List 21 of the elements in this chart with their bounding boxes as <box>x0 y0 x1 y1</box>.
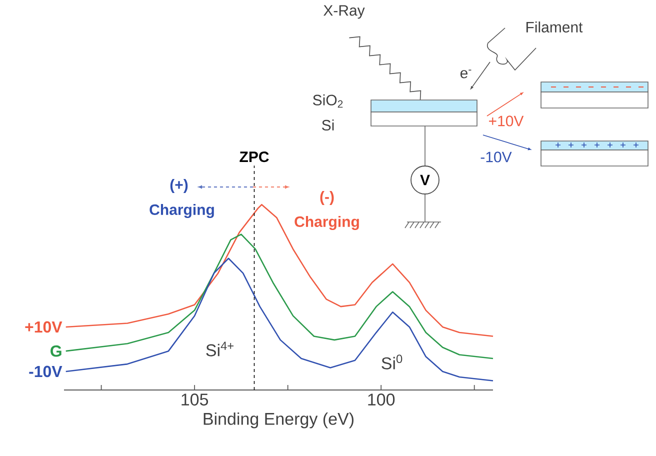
text: -10V <box>480 152 512 162</box>
series-label: G <box>50 345 62 357</box>
annotation: (-) <box>320 191 334 205</box>
text: Si <box>322 119 334 130</box>
x-tick-label: 105 <box>182 394 208 406</box>
text: SiO$_{2}$ <box>313 94 343 108</box>
series-label: -10V <box>29 366 62 378</box>
annotation: Charging <box>294 216 359 230</box>
ref-line-label: ZPC <box>240 152 269 162</box>
text: e$^{-}$ <box>460 70 472 78</box>
text: V <box>420 174 430 186</box>
text: +10V <box>489 116 524 126</box>
annotation: Charging <box>150 204 214 218</box>
text: Filament <box>526 21 583 32</box>
annotation: Si$^{4+}$ <box>206 342 234 356</box>
text: (+) <box>170 179 188 193</box>
annotation: Si$^{0}$ <box>382 354 402 370</box>
x-axis-title: Binding Energy (eV) <box>204 412 354 428</box>
series-label: +10V <box>25 321 62 333</box>
x-tick-label: 100 <box>368 394 395 406</box>
text: X-Ray <box>323 5 365 19</box>
